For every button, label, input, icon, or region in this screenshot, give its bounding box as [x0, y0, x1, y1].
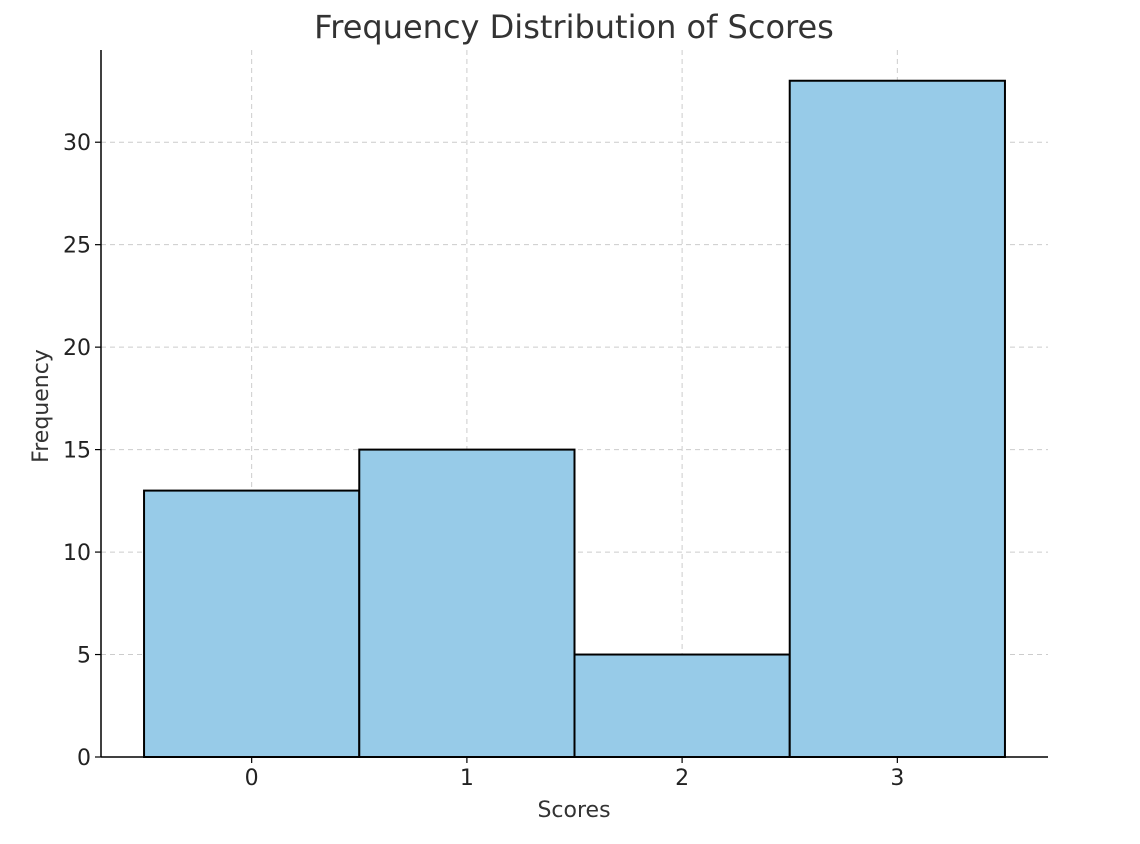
- bar-layer: [143, 79, 1006, 759]
- y-axis-label: Frequency: [29, 349, 54, 463]
- x-tick-label: 3: [890, 766, 904, 791]
- y-tick-label: 15: [63, 439, 91, 464]
- bar-score-2: [573, 653, 791, 759]
- x-axis-label: Scores: [537, 798, 610, 823]
- x-tick-label: 2: [675, 766, 689, 791]
- axis-layer: [100, 50, 1048, 758]
- chart-title: Frequency Distribution of Scores: [314, 8, 834, 46]
- tick-layer: 0 5 10 15 20 25 30 0 1 2 3: [63, 131, 904, 791]
- bar-score-3: [788, 79, 1006, 758]
- y-tick-label: 0: [77, 746, 91, 771]
- x-tick-label: 0: [245, 766, 259, 791]
- y-tick-label: 30: [63, 131, 91, 156]
- y-tick-label: 5: [77, 644, 91, 669]
- x-tick-label: 1: [460, 766, 474, 791]
- bar-score-0: [143, 489, 361, 758]
- bar-score-1: [358, 448, 576, 758]
- y-tick-label: 20: [63, 336, 91, 361]
- y-tick-label: 25: [63, 234, 91, 259]
- y-tick-label: 10: [63, 541, 91, 566]
